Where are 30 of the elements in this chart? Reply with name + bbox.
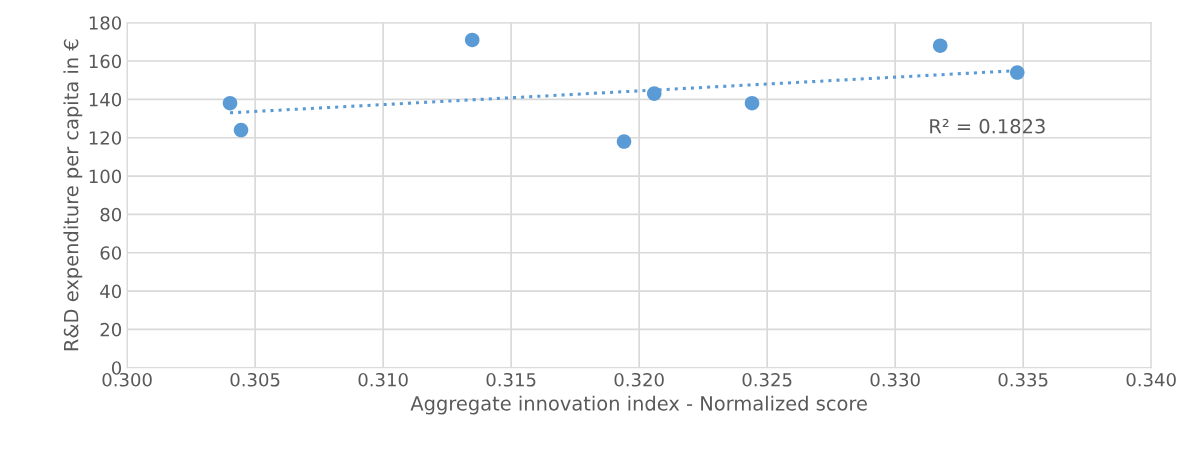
y-tick-label: 120 xyxy=(89,131,122,145)
point xyxy=(464,32,480,48)
point xyxy=(1009,65,1025,80)
point xyxy=(222,95,238,111)
y-tick-label: 0 xyxy=(111,361,122,375)
x-tick-label: 0.310 xyxy=(358,372,408,387)
point xyxy=(744,95,760,111)
x-tick-label: 0.325 xyxy=(742,372,792,387)
y-tick-label: 160 xyxy=(89,54,122,69)
point xyxy=(233,122,249,138)
x-axis-title: Aggregate innovation index - Normalized score xyxy=(410,395,867,415)
y-tick-label: 40 xyxy=(100,284,122,299)
y-tick-label: 100 xyxy=(89,169,122,184)
point xyxy=(616,134,632,149)
point xyxy=(932,38,948,53)
x-tick-label: 0.340 xyxy=(1126,372,1176,387)
y-tick-label: 60 xyxy=(100,246,122,260)
x-tick-label: 0.300 xyxy=(102,372,152,387)
y-tick-label: 140 xyxy=(89,92,122,107)
y-tick-label: 20 xyxy=(100,322,122,337)
x-tick-label: 0.305 xyxy=(230,372,280,387)
x-tick-label: 0.330 xyxy=(870,372,920,387)
x-tick-label: 0.315 xyxy=(486,372,536,387)
y-axis-title: R&D expenditure per capita in € xyxy=(63,39,83,351)
y-tick-label: 80 xyxy=(100,207,122,222)
x-tick-label: 0.335 xyxy=(998,372,1048,387)
y-tick-label: 180 xyxy=(89,16,122,30)
annotation: R² = 0.1823 xyxy=(930,118,1045,134)
x-tick-label: 0.320 xyxy=(614,372,664,387)
point xyxy=(646,86,662,101)
